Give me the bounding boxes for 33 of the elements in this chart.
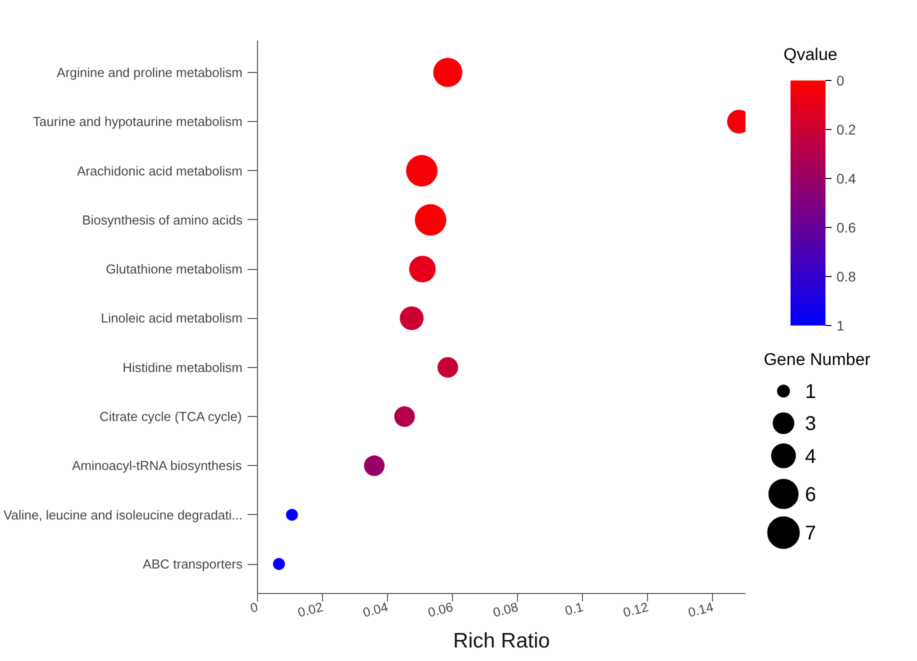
legend-label: 1 (804, 381, 816, 404)
y-tick-label: Histidine metabolism (122, 360, 243, 375)
y-tick-label: Taurine and hypotaurine metabolism (32, 114, 243, 130)
x-tick-label: 0.14 (686, 599, 715, 620)
x-tick-label: 0.02 (296, 599, 324, 620)
y-tick-label: Linoleic acid metabolism (100, 310, 242, 326)
color-bar-label: 0.6 (836, 220, 856, 236)
legend-label: 4 (804, 446, 816, 468)
legend-label: 6 (804, 484, 816, 506)
y-tick-label: Arachidonic acid metabolism (77, 163, 243, 178)
color-bar-label: 0 (836, 72, 844, 88)
color-bar-label: 0.4 (836, 170, 856, 186)
color-bar-title: Qvalue (784, 44, 838, 64)
legend-title: Gene Number (764, 350, 871, 370)
color-bar-label: 0.8 (836, 268, 856, 284)
color-bar-label: 1 (836, 318, 844, 334)
legend-label: 3 (804, 413, 816, 436)
y-tick-label: Aminoacyl-tRNA biosynthesis (72, 458, 242, 474)
x-axis-title: Rich Ratio (453, 629, 550, 652)
x-tick-label: 0.12 (622, 599, 650, 620)
color-bar-label: 0.2 (836, 122, 856, 138)
y-tick-label: Biosynthesis of amino acids (82, 212, 243, 228)
x-tick-label: 0.04 (361, 599, 390, 620)
legend-label: 7 (804, 522, 816, 545)
y-tick-label: Glutathione metabolism (106, 262, 243, 277)
y-tick-label: Citrate cycle (TCA cycle) (99, 409, 242, 424)
x-tick-label: 0.08 (491, 599, 520, 620)
y-tick-label: Arginine and proline metabolism (56, 64, 243, 80)
x-tick-label: 0.06 (426, 599, 455, 620)
x-tick-label: 0 (248, 599, 260, 616)
x-tick-label: 0.1 (563, 599, 585, 618)
y-tick-label: ABC transporters (142, 556, 243, 572)
y-tick-label: Valine, leucine and isoleucine degradati... (4, 507, 243, 522)
